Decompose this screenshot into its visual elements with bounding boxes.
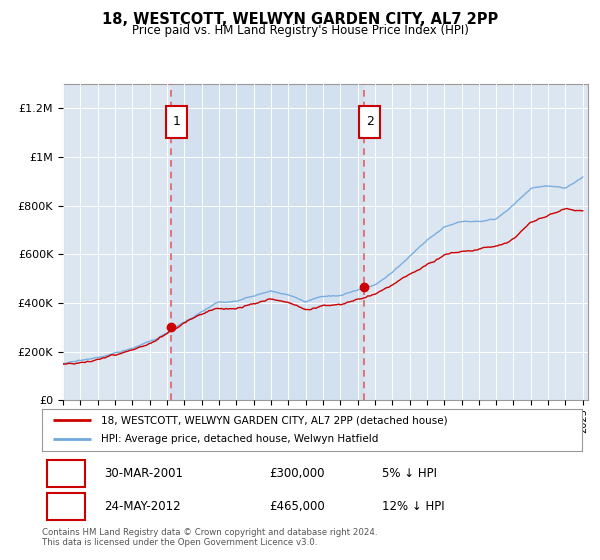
Text: Price paid vs. HM Land Registry's House Price Index (HPI): Price paid vs. HM Land Registry's House … <box>131 24 469 36</box>
Text: 18, WESTCOTT, WELWYN GARDEN CITY, AL7 2PP (detached house): 18, WESTCOTT, WELWYN GARDEN CITY, AL7 2P… <box>101 415 448 425</box>
Text: 1: 1 <box>62 466 70 480</box>
Text: 24-MAY-2012: 24-MAY-2012 <box>104 500 181 514</box>
FancyBboxPatch shape <box>359 106 380 138</box>
Text: HPI: Average price, detached house, Welwyn Hatfield: HPI: Average price, detached house, Welw… <box>101 434 379 444</box>
Text: 1: 1 <box>173 115 181 128</box>
FancyBboxPatch shape <box>47 493 85 520</box>
Text: 18, WESTCOTT, WELWYN GARDEN CITY, AL7 2PP: 18, WESTCOTT, WELWYN GARDEN CITY, AL7 2P… <box>102 12 498 27</box>
Text: 5% ↓ HPI: 5% ↓ HPI <box>382 466 437 480</box>
Text: 2: 2 <box>366 115 374 128</box>
Bar <box>171 84 364 400</box>
Text: £300,000: £300,000 <box>269 466 325 480</box>
Text: 2: 2 <box>62 500 70 514</box>
Text: 12% ↓ HPI: 12% ↓ HPI <box>382 500 445 514</box>
Text: £465,000: £465,000 <box>269 500 325 514</box>
Text: Contains HM Land Registry data © Crown copyright and database right 2024.
This d: Contains HM Land Registry data © Crown c… <box>42 528 377 547</box>
Text: 30-MAR-2001: 30-MAR-2001 <box>104 466 183 480</box>
FancyBboxPatch shape <box>47 460 85 487</box>
FancyBboxPatch shape <box>166 106 187 138</box>
